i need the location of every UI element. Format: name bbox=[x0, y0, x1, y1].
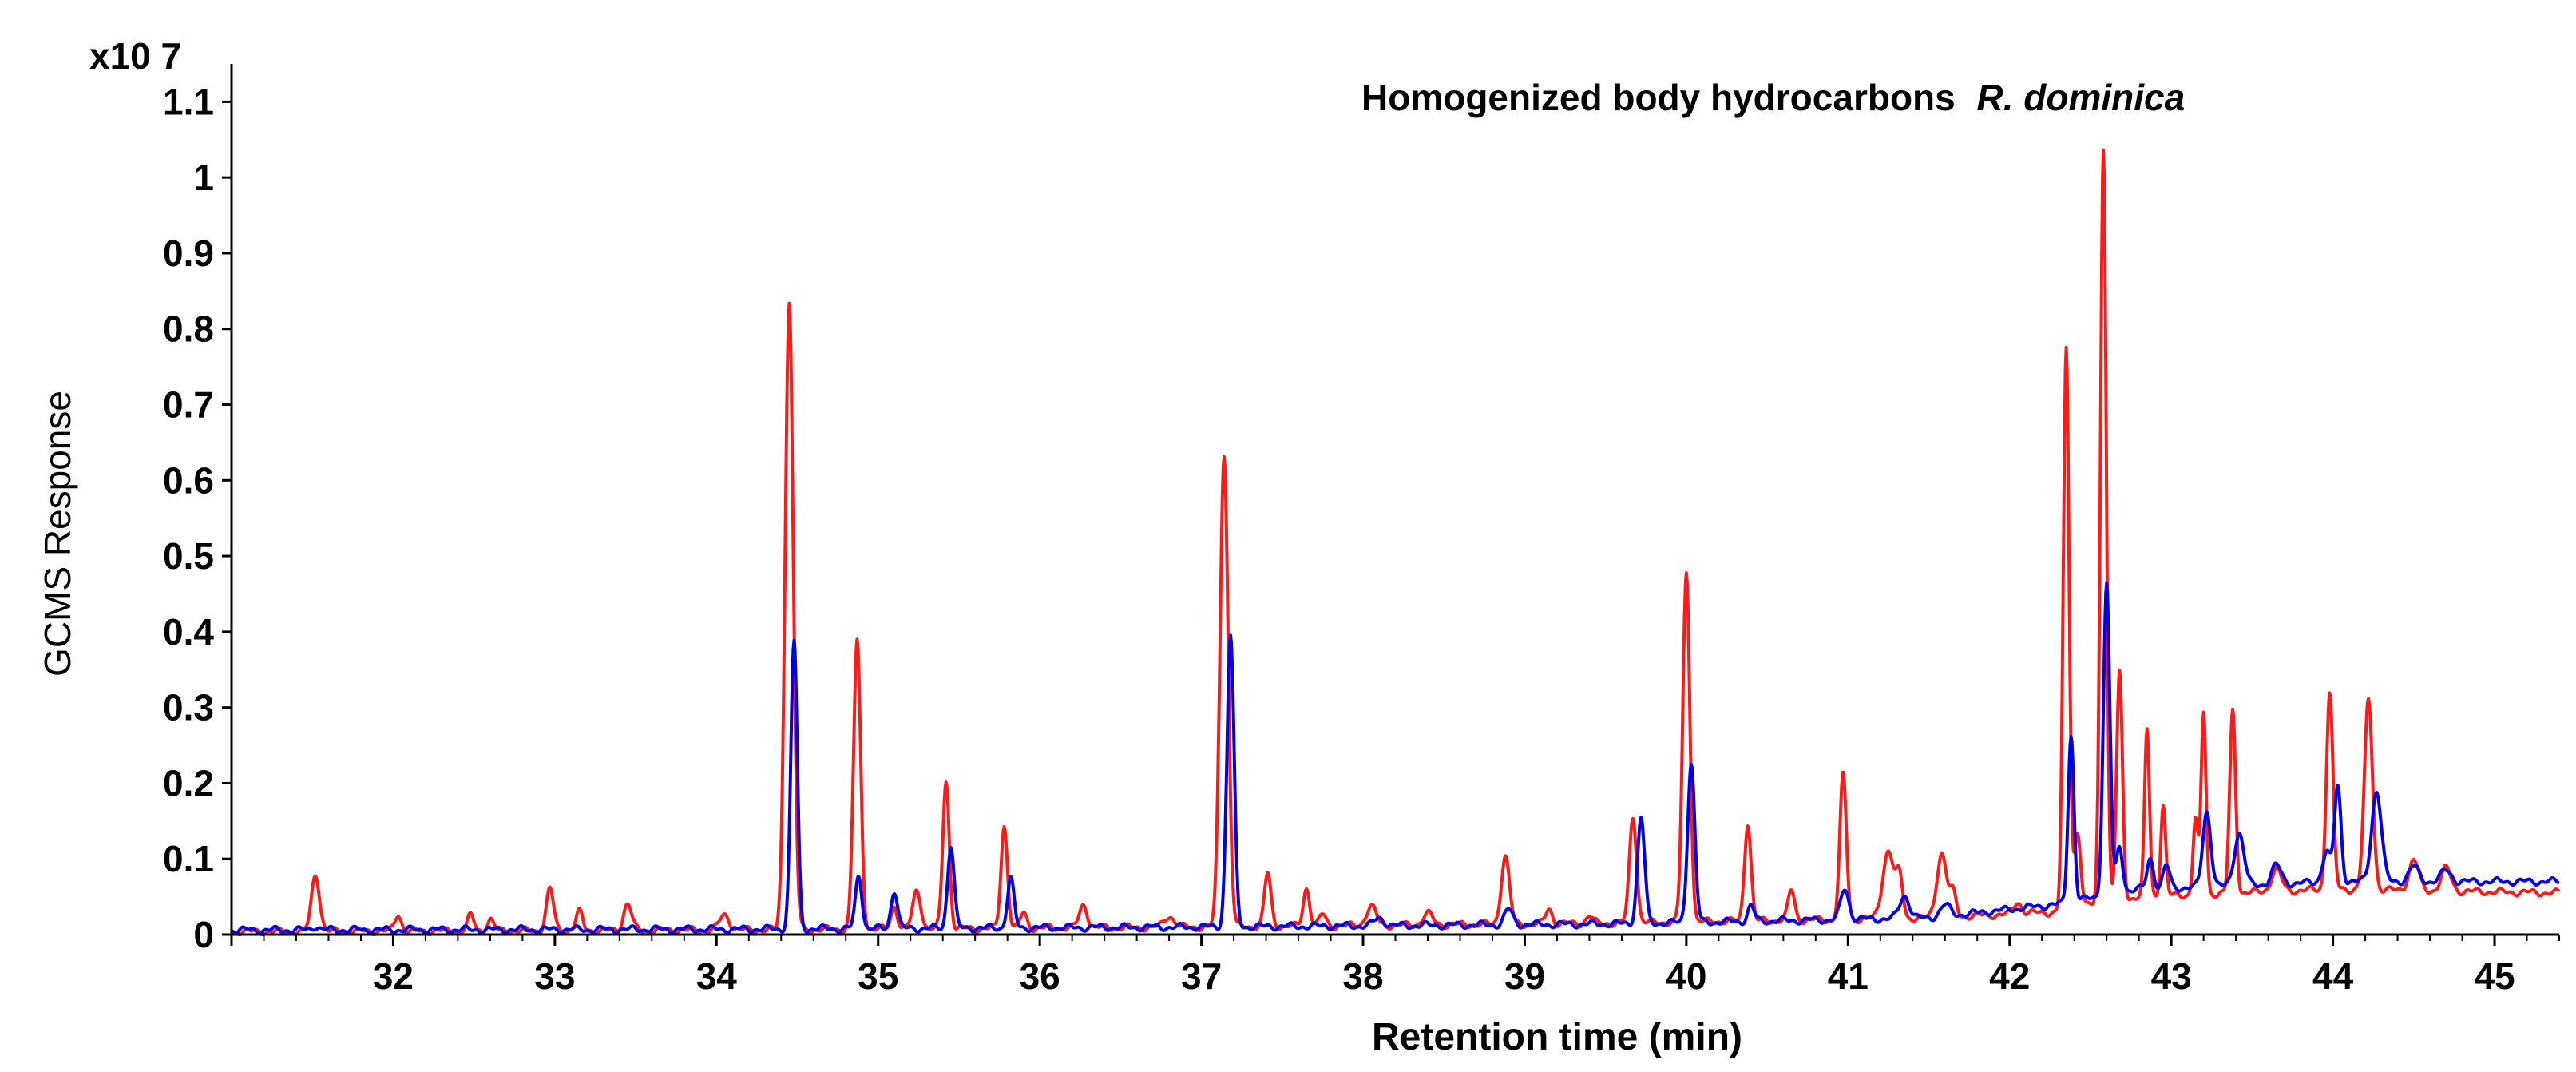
y-tick-label: 0.6 bbox=[163, 459, 214, 501]
x-tick-label: 36 bbox=[1020, 955, 1060, 997]
x-tick-label: 37 bbox=[1181, 955, 1222, 997]
x-tick-label: 39 bbox=[1504, 955, 1545, 997]
y-tick-label: 0.3 bbox=[163, 687, 214, 729]
y-tick-label: 0.2 bbox=[163, 762, 214, 804]
x-tick-label: 43 bbox=[2151, 955, 2192, 997]
y-tick-label: 0.9 bbox=[163, 232, 214, 274]
y-axis-title: GCMS Response bbox=[37, 391, 78, 677]
y-tick-label: 1.1 bbox=[163, 81, 214, 122]
chart-title-main: Homogenized body hydrocarbons bbox=[1361, 77, 1956, 118]
y-tick-label: 1 bbox=[193, 157, 214, 198]
chart-title: Homogenized body hydrocarbons R. dominic… bbox=[1361, 77, 2185, 118]
x-tick-label: 41 bbox=[1828, 955, 1869, 997]
x-axis-title: Retention time (min) bbox=[1372, 1016, 1742, 1058]
tick-layer: 0 0.1 0.2 0.3 0.4 0.5 0.6 0.7 0.8 0.9 1 1.1 32 33 34 35… bbox=[163, 81, 2560, 997]
x-tick-label: 33 bbox=[534, 955, 575, 997]
x-tick-label: 35 bbox=[858, 955, 898, 997]
y-multiplier-label: x10 7 bbox=[89, 35, 181, 77]
x-tick-label: 44 bbox=[2312, 955, 2354, 997]
x-tick-label: 45 bbox=[2474, 955, 2515, 997]
x-tick-label: 32 bbox=[373, 955, 414, 997]
y-tick-label: 0 bbox=[193, 914, 214, 955]
series-line-red bbox=[231, 148, 2561, 936]
x-tick-label: 42 bbox=[1989, 955, 2030, 997]
series-layer bbox=[231, 148, 2561, 936]
y-tick-label: 0.1 bbox=[163, 838, 214, 879]
x-tick-label: 40 bbox=[1666, 955, 1706, 997]
y-tick-label: 0.7 bbox=[163, 384, 214, 426]
y-tick-label: 0.4 bbox=[163, 611, 214, 653]
y-tick-label: 0.8 bbox=[163, 308, 214, 350]
chart-title-species: R. dominica bbox=[1977, 77, 2186, 118]
x-tick-label: 38 bbox=[1342, 955, 1383, 997]
x-tick-label: 34 bbox=[696, 955, 738, 997]
series-line-blue bbox=[231, 581, 2560, 935]
y-tick-label: 0.5 bbox=[163, 535, 214, 577]
